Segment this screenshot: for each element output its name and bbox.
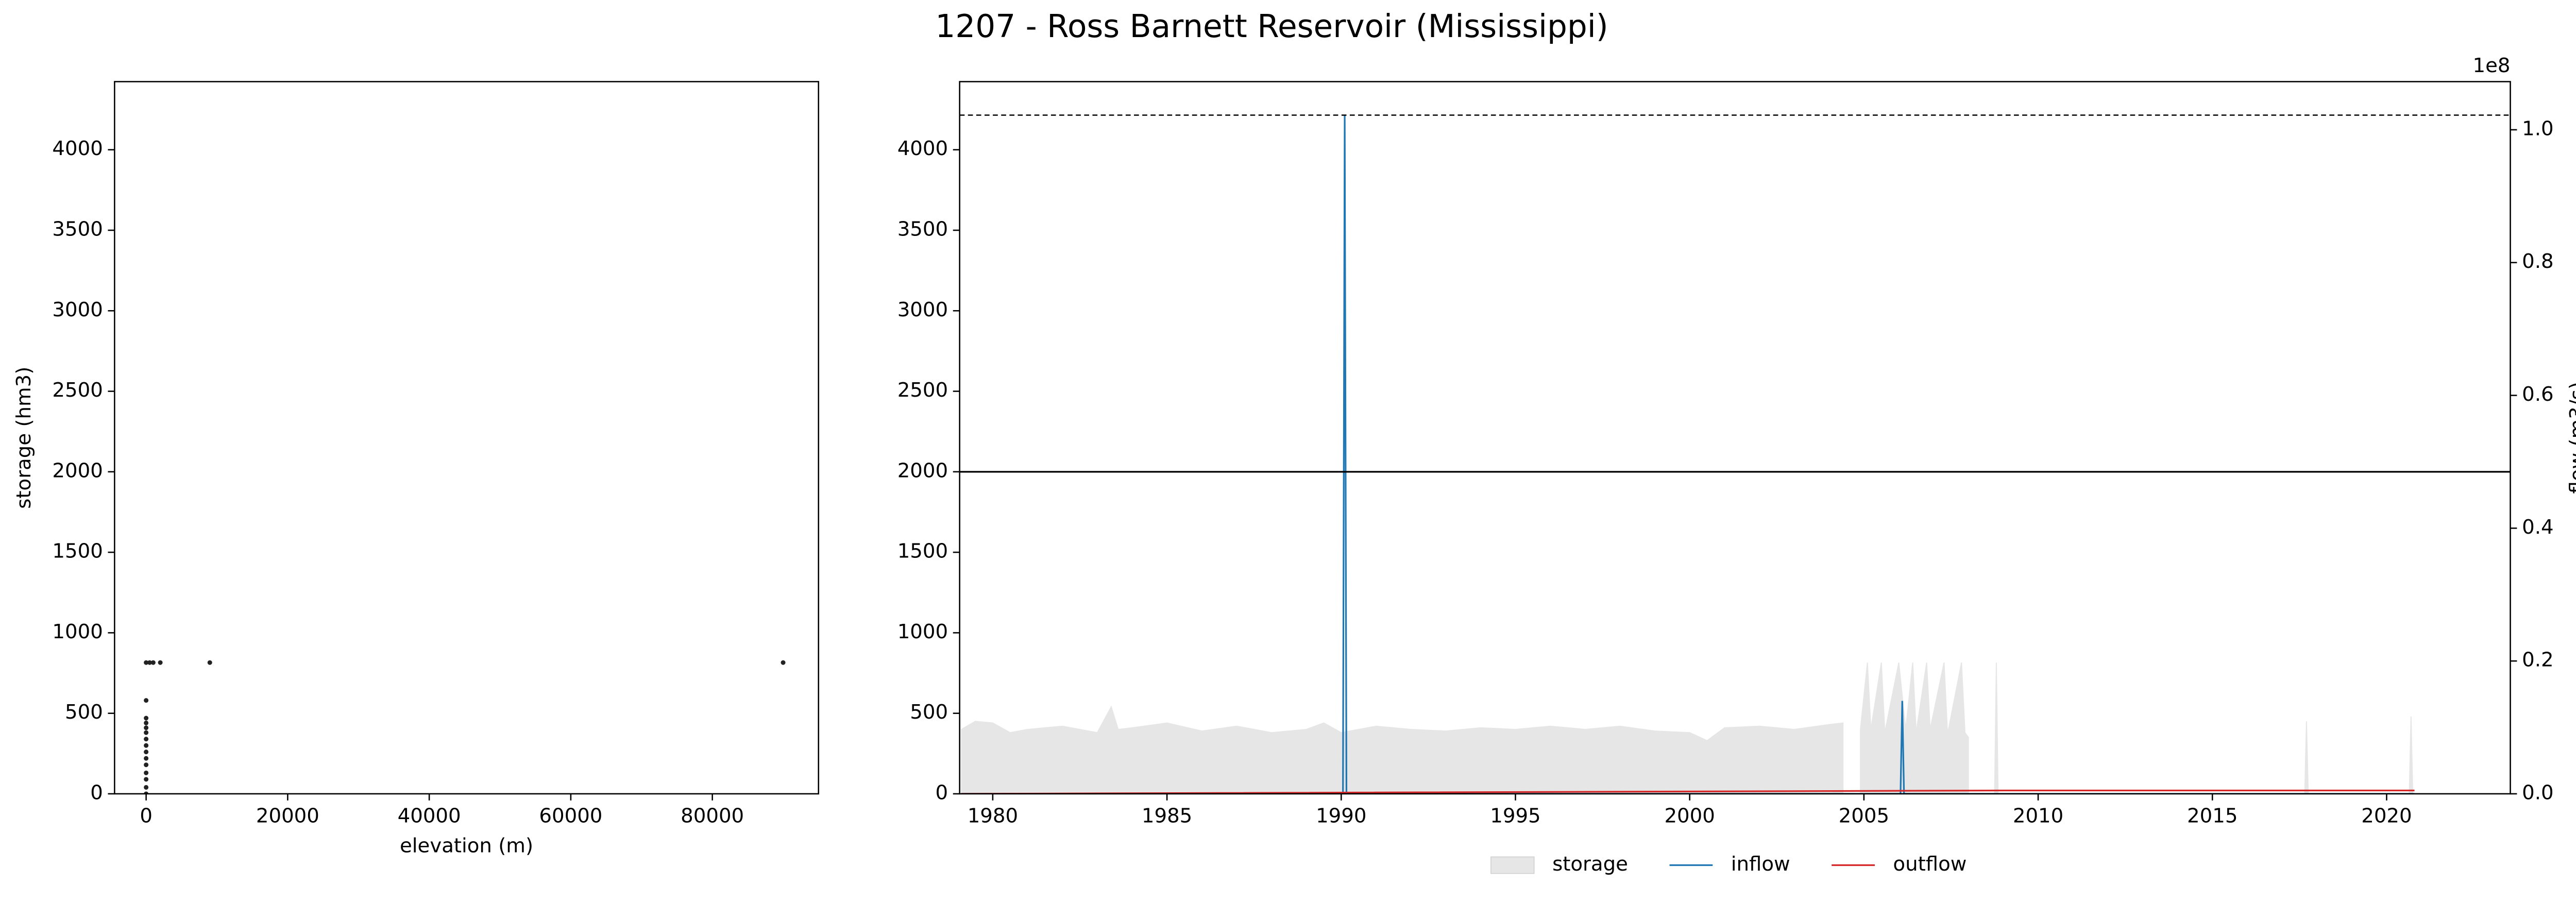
y-tick-label: 0 [90, 781, 103, 804]
x-tick-label: 0 [140, 805, 152, 828]
y-tick-label: 1500 [52, 540, 103, 563]
scatter-point [144, 785, 149, 790]
scatter-point [144, 762, 149, 768]
scatter-point [144, 737, 149, 742]
x-tick-label: 1990 [1316, 805, 1366, 828]
legend-label: outflow [1893, 853, 1967, 876]
scatter-point [207, 660, 212, 665]
y-tick-label: 1500 [897, 540, 948, 563]
figure-title: 1207 - Ross Barnett Reservoir (Mississip… [935, 8, 1608, 45]
flow-line [961, 789, 2415, 794]
y-tick-label: 1000 [897, 620, 948, 643]
y-tick-label: 0 [935, 781, 948, 804]
scatter-point [144, 743, 149, 748]
scatter-point [781, 660, 786, 665]
y-tick-label: 3500 [52, 217, 103, 241]
plot-frame [959, 81, 2511, 795]
scatter-point [144, 777, 149, 782]
plot-frame [114, 81, 820, 795]
y2-tick-label: 0.4 [2522, 516, 2553, 539]
storage-area [961, 662, 2414, 794]
scatter-point [144, 770, 149, 775]
x-tick-label: 2005 [1839, 805, 1889, 828]
scatter-point [144, 716, 149, 721]
x-tick-label: 2015 [2187, 805, 2238, 828]
scatter-point [144, 720, 149, 725]
y-tick-label: 4000 [897, 137, 948, 160]
x-tick-label: 20000 [256, 805, 319, 828]
y2-tick-label: 1.0 [2522, 117, 2553, 140]
x-tick-label: 80000 [681, 805, 744, 828]
x-tick-label: 2020 [2361, 805, 2412, 828]
y-tick-label: 1000 [52, 620, 103, 643]
scatter-point [144, 660, 149, 665]
scatter-point [144, 725, 149, 730]
y-tick-label: 500 [910, 701, 948, 724]
y-tick-label: 2500 [52, 379, 103, 402]
y2-tick-label: 0.8 [2522, 250, 2553, 273]
y-tick-label: 3500 [897, 217, 948, 241]
scatter-point [144, 750, 149, 755]
legend-swatch [1490, 856, 1535, 874]
y2-tick-label: 0.0 [2522, 781, 2553, 804]
y-tick-label: 3000 [52, 298, 103, 321]
x-tick-label: 2010 [2013, 805, 2063, 828]
y-tick-label: 3000 [897, 298, 948, 321]
scatter-point [147, 660, 152, 665]
x-tick-label: 60000 [539, 805, 602, 828]
scatter-point [150, 660, 156, 665]
x-tick-label: 1985 [1142, 805, 1192, 828]
scatter-point [144, 698, 149, 703]
x-tick-label: 1980 [968, 805, 1018, 828]
x-tick-label: 2000 [1664, 805, 1715, 828]
scatter-point [144, 756, 149, 761]
y-tick-label: 500 [65, 701, 103, 724]
y2-axis-label: flow (m3/s) [2566, 382, 2576, 493]
x-tick-label: 1995 [1490, 805, 1540, 828]
y2-tick-label: 0.6 [2522, 383, 2553, 406]
y2-offset-label: 1e8 [2473, 54, 2511, 77]
x-tick-label: 40000 [398, 805, 461, 828]
legend-label: inflow [1731, 853, 1790, 876]
legend-label: storage [1552, 853, 1628, 876]
y2-tick-label: 0.2 [2522, 649, 2553, 672]
y-tick-label: 4000 [52, 137, 103, 160]
flow-line [961, 114, 2415, 794]
y-tick-label: 2000 [52, 459, 103, 482]
y-tick-label: 2000 [897, 459, 948, 482]
x-axis-label: elevation (m) [400, 835, 533, 858]
scatter-point [158, 660, 163, 665]
y-axis-label: storage (hm3) [12, 367, 36, 509]
y-tick-label: 2500 [897, 379, 948, 402]
scatter-point [144, 730, 149, 735]
